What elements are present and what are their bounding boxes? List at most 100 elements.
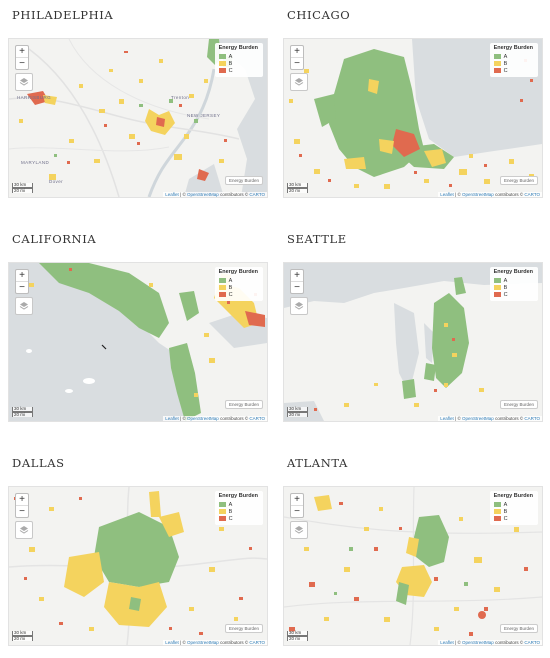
carto-link[interactable]: CARTO	[524, 640, 540, 645]
zoom-out-button[interactable]: −	[291, 281, 303, 293]
attribution: Leaflet | © OpenStreetMap contributors ©…	[438, 416, 542, 421]
legend-title: Energy Burden	[493, 45, 533, 51]
osm-link[interactable]: OpenStreetMap	[462, 416, 494, 421]
zoom-control: + −	[290, 493, 304, 518]
legend-item: A	[493, 277, 533, 284]
legend-item: C	[493, 67, 533, 74]
legend-item: C	[218, 515, 258, 522]
map-tiles	[9, 263, 267, 421]
scale-km: 30 km	[12, 406, 33, 412]
legend-label: C	[228, 291, 233, 298]
map-legend: Energy Burden A B C	[489, 491, 538, 525]
layers-icon	[294, 526, 304, 534]
legend-item: A	[218, 277, 258, 284]
layers-button[interactable]	[15, 521, 33, 539]
map-tiles	[284, 487, 542, 645]
osm-link[interactable]: OpenStreetMap	[462, 640, 494, 645]
map-view[interactable]: + − Energy Burden A B C Energy Burden 30…	[283, 262, 543, 422]
layers-button[interactable]	[15, 73, 33, 91]
legend-item: A	[493, 501, 533, 508]
legend-label: A	[503, 53, 508, 60]
zoom-control: + −	[290, 45, 304, 70]
legend-label: A	[503, 501, 508, 508]
legend-reset-button[interactable]: Energy Burden	[499, 400, 538, 409]
layers-button[interactable]	[290, 73, 308, 91]
leaflet-link[interactable]: Leaflet	[440, 416, 454, 421]
scale-bar: 30 km 20 mi	[12, 406, 33, 417]
zoom-in-button[interactable]: +	[294, 270, 300, 281]
map-view[interactable]: HARRISBURG NEW JERSEY MARYLAND Trenton D…	[8, 38, 268, 198]
layers-button[interactable]	[15, 297, 33, 315]
zoom-out-button[interactable]: −	[16, 505, 28, 517]
legend-item: C	[218, 291, 258, 298]
zoom-control: + −	[15, 493, 29, 518]
legend-label: C	[503, 67, 508, 74]
carto-link[interactable]: CARTO	[524, 192, 540, 197]
legend-reset-button[interactable]: Energy Burden	[224, 176, 263, 185]
zoom-control: + −	[15, 269, 29, 294]
attribution: Leaflet | © OpenStreetMap contributors ©…	[438, 640, 542, 645]
osm-link[interactable]: OpenStreetMap	[462, 192, 494, 197]
zoom-out-button[interactable]: −	[16, 281, 28, 293]
legend-label: B	[503, 60, 508, 67]
panel-title: PHILADELPHIA	[12, 8, 114, 22]
scale-km: 30 km	[287, 406, 308, 412]
map-legend: Energy Burden A B C	[214, 43, 263, 77]
scale-km: 30 km	[287, 630, 308, 636]
layers-icon	[294, 78, 304, 86]
legend-item: B	[218, 284, 258, 291]
scale-mi: 20 mi	[12, 412, 33, 417]
osm-link[interactable]: OpenStreetMap	[187, 192, 219, 197]
legend-title: Energy Burden	[218, 493, 258, 499]
scale-km: 30 km	[12, 182, 33, 188]
legend-label: B	[503, 284, 508, 291]
legend-label: C	[228, 67, 233, 74]
map-label: Dover	[49, 179, 64, 184]
zoom-in-button[interactable]: +	[294, 494, 300, 505]
carto-link[interactable]: CARTO	[524, 416, 540, 421]
map-label: MARYLAND	[21, 160, 50, 165]
zoom-in-button[interactable]: +	[294, 46, 300, 57]
panel-title: DALLAS	[12, 456, 65, 470]
legend-reset-button[interactable]: Energy Burden	[499, 176, 538, 185]
legend-label: B	[228, 60, 233, 67]
legend-item: B	[218, 508, 258, 515]
scale-bar: 30 km 20 mi	[287, 406, 308, 417]
carto-link[interactable]: CARTO	[249, 640, 265, 645]
attribution: Leaflet | © OpenStreetMap contributors ©…	[163, 416, 267, 421]
layers-button[interactable]	[290, 521, 308, 539]
zoom-in-button[interactable]: +	[19, 270, 25, 281]
scale-mi: 20 mi	[12, 188, 33, 193]
legend-title: Energy Burden	[218, 45, 258, 51]
map-view[interactable]: + − Energy Burden A B C Energy Burden 30…	[283, 38, 543, 198]
zoom-out-button[interactable]: −	[291, 57, 303, 69]
map-label: HARRISBURG	[17, 95, 52, 100]
zoom-out-button[interactable]: −	[16, 57, 28, 69]
layers-button[interactable]	[290, 297, 308, 315]
legend-reset-button[interactable]: Energy Burden	[224, 400, 263, 409]
carto-link[interactable]: CARTO	[249, 416, 265, 421]
legend-label: C	[503, 291, 508, 298]
carto-link[interactable]: CARTO	[249, 192, 265, 197]
leaflet-link[interactable]: Leaflet	[165, 416, 179, 421]
panel-title: CALIFORNIA	[12, 232, 97, 246]
legend-reset-button[interactable]: Energy Burden	[499, 624, 538, 633]
leaflet-link[interactable]: Leaflet	[440, 192, 454, 197]
osm-link[interactable]: OpenStreetMap	[187, 640, 219, 645]
leaflet-link[interactable]: Leaflet	[165, 192, 179, 197]
legend-item: A	[493, 53, 533, 60]
zoom-out-button[interactable]: −	[291, 505, 303, 517]
legend-reset-button[interactable]: Energy Burden	[224, 624, 263, 633]
zoom-in-button[interactable]: +	[19, 46, 25, 57]
map-legend: Energy Burden A B C	[214, 491, 263, 525]
legend-title: Energy Burden	[493, 269, 533, 275]
scale-mi: 20 mi	[287, 412, 308, 417]
osm-link[interactable]: OpenStreetMap	[187, 416, 219, 421]
legend-label: A	[228, 501, 233, 508]
leaflet-link[interactable]: Leaflet	[165, 640, 179, 645]
map-view[interactable]: + − Energy Burden A B C Energy Burden 30…	[8, 262, 268, 422]
zoom-in-button[interactable]: +	[19, 494, 25, 505]
leaflet-link[interactable]: Leaflet	[440, 640, 454, 645]
map-view[interactable]: + − Energy Burden A B C Energy Burden 30…	[283, 486, 543, 646]
map-view[interactable]: + − Energy Burden A B C Energy Burden 30…	[8, 486, 268, 646]
